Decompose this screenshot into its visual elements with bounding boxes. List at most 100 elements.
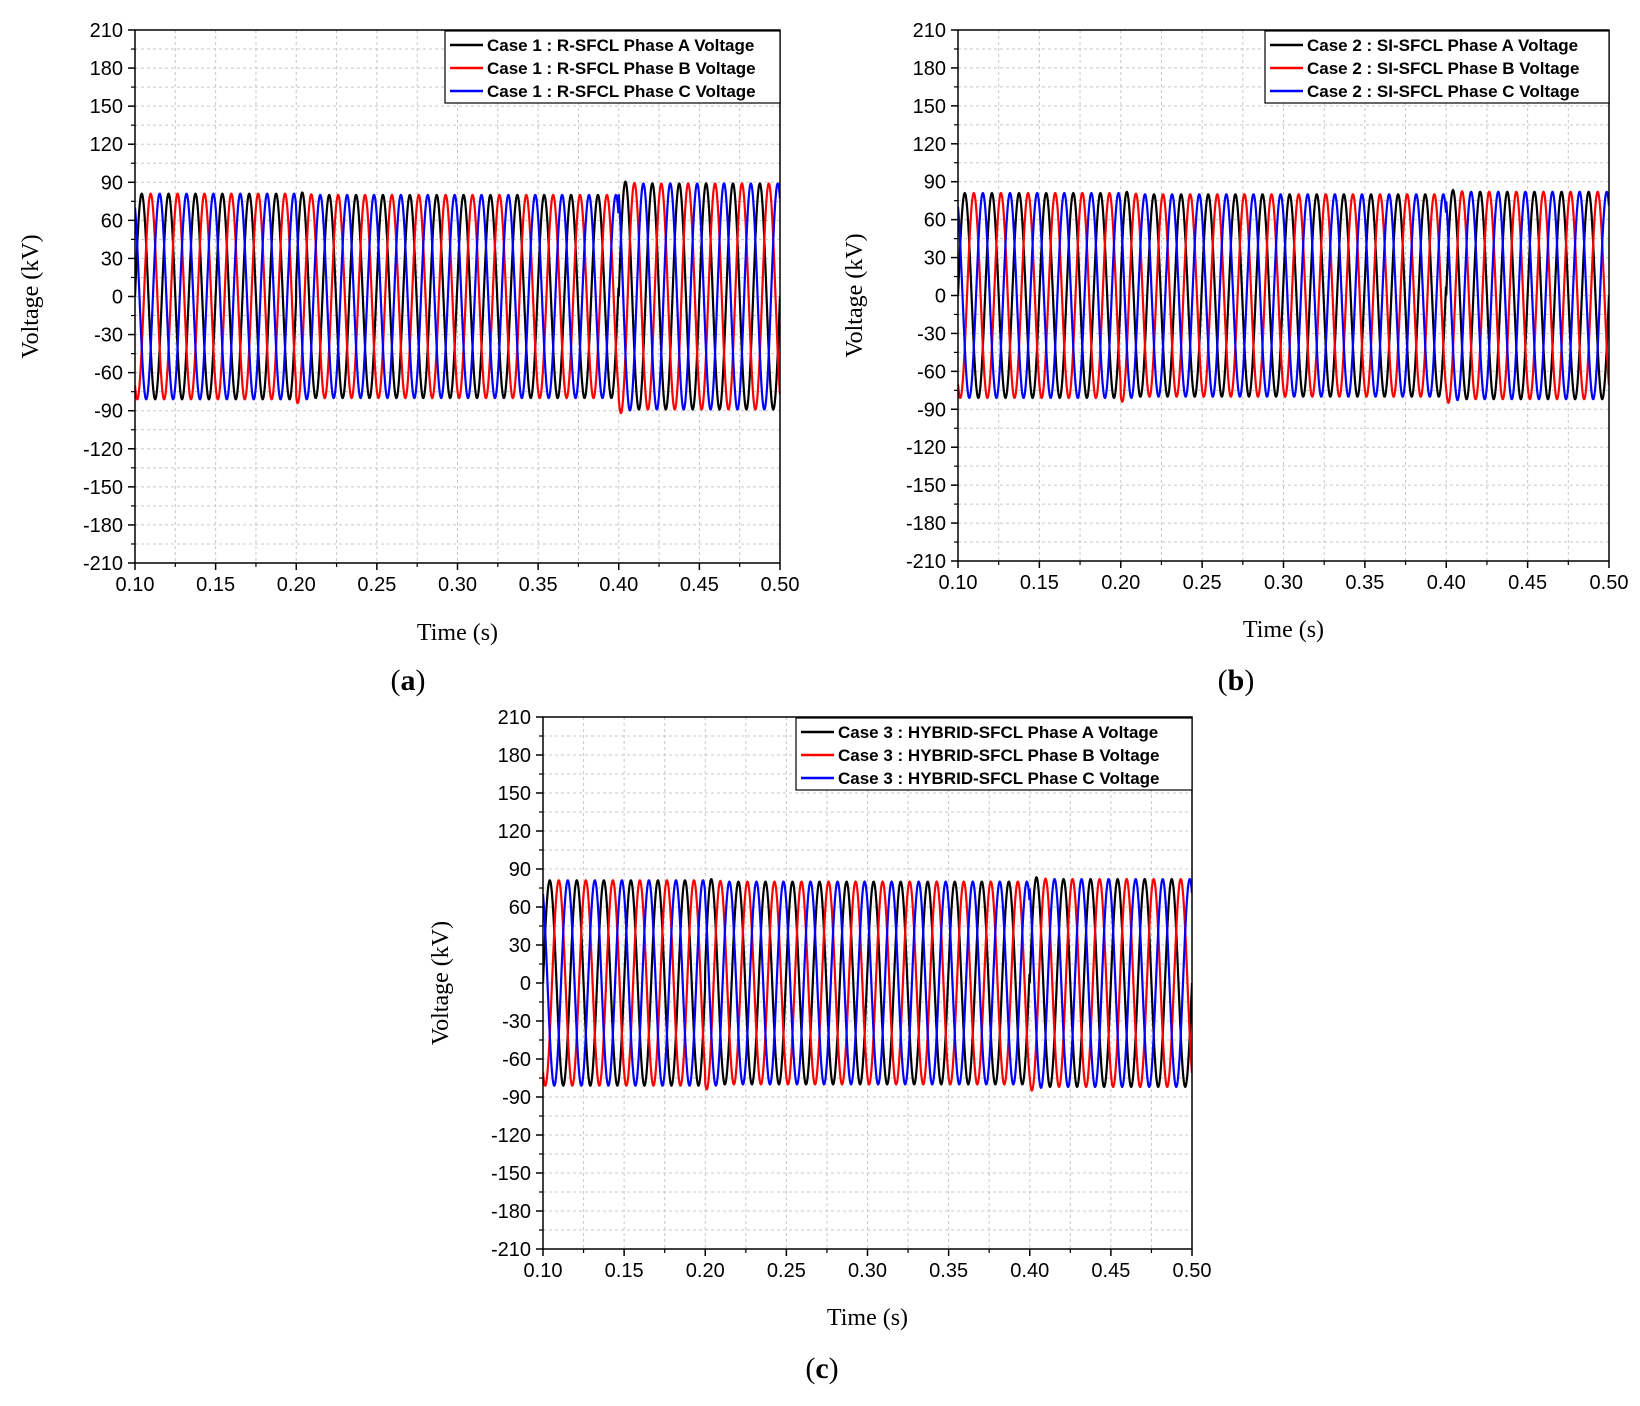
y-tick-label: -180 xyxy=(906,513,946,535)
legend-label-3: Case 3 : HYBRID-SFCL Phase C Voltage xyxy=(838,769,1160,788)
series-line-1 xyxy=(543,876,1192,1089)
panel-label-open: ( xyxy=(1218,664,1228,697)
x-tick-label: 0.20 xyxy=(277,574,316,596)
legend-box xyxy=(795,717,1193,791)
y-axis-title: Voltage (kV) xyxy=(842,233,868,357)
x-tick-label: 0.40 xyxy=(599,574,638,596)
legend-label-1: Case 3 : HYBRID-SFCL Phase A Voltage xyxy=(838,723,1158,742)
y-tick-label: -150 xyxy=(83,477,123,499)
x-tick-label: 0.50 xyxy=(1590,572,1629,594)
y-tick-label: -180 xyxy=(491,1201,531,1223)
panel-label-open: ( xyxy=(805,1352,815,1385)
y-tick-label: 60 xyxy=(101,210,123,232)
y-tick-label: 30 xyxy=(101,248,123,270)
x-tick-label: 0.50 xyxy=(761,574,800,596)
y-tick-label: -90 xyxy=(502,1087,531,1109)
y-tick-label: 210 xyxy=(90,20,123,42)
legend-box xyxy=(444,30,781,104)
panel-label: (a) xyxy=(391,664,426,697)
x-tick-label: 0.30 xyxy=(438,574,477,596)
x-tick-label: 0.15 xyxy=(196,574,235,596)
x-tick-label: 0.35 xyxy=(929,1260,968,1282)
y-tick-label: 90 xyxy=(924,172,946,194)
series-line-3 xyxy=(958,190,1609,402)
series-line-2 xyxy=(543,877,1192,1092)
x-tick-label: 0.45 xyxy=(1508,572,1547,594)
series-line-3 xyxy=(543,877,1192,1089)
y-tick-label: -180 xyxy=(83,515,123,537)
panel-label-letter: b xyxy=(1228,664,1245,697)
y-tick-label: -120 xyxy=(491,1125,531,1147)
y-tick-label: 90 xyxy=(101,172,123,194)
y-tick-label: -30 xyxy=(502,1011,531,1033)
x-tick-label: 0.20 xyxy=(1101,572,1140,594)
panel-label-letter: c xyxy=(815,1352,828,1385)
y-tick-label: 180 xyxy=(90,58,123,80)
x-axis-title: Time (s) xyxy=(827,1305,908,1331)
x-tick-label: 0.25 xyxy=(357,574,396,596)
y-tick-label: -60 xyxy=(94,363,123,385)
y-tick-label: 90 xyxy=(509,859,531,881)
y-tick-label: 150 xyxy=(913,96,946,118)
chart-panel-a: 0.10 0.15 0.20 0.25 0.30 0.35 0.40 0.45 0.50 210 1… xyxy=(18,20,799,697)
y-tick-label: 180 xyxy=(498,745,531,767)
x-tick-label: 0.30 xyxy=(848,1260,887,1282)
y-tick-label: -120 xyxy=(906,437,946,459)
y-tick-label: -210 xyxy=(906,551,946,573)
series-line-3 xyxy=(135,182,780,412)
x-tick-label: 0.50 xyxy=(1173,1260,1212,1282)
y-tick-label: 210 xyxy=(913,20,946,42)
chart-panel-b: 0.10 0.15 0.20 0.25 0.30 0.35 0.40 0.45 0.50 210 1… xyxy=(842,20,1628,697)
legend-label-2: Case 3 : HYBRID-SFCL Phase B Voltage xyxy=(838,746,1160,765)
y-tick-label: 150 xyxy=(90,96,123,118)
y-tick-label: -150 xyxy=(491,1163,531,1185)
y-tick-label: 60 xyxy=(924,210,946,232)
legend-box xyxy=(1264,30,1610,104)
series-line-2 xyxy=(958,190,1609,405)
series-line-1 xyxy=(135,180,780,411)
x-tick-label: 0.10 xyxy=(939,572,978,594)
y-tick-label: -210 xyxy=(83,553,123,575)
y-tick-label: 0 xyxy=(112,287,123,309)
y-tick-label: 30 xyxy=(924,248,946,270)
y-tick-label: -60 xyxy=(502,1049,531,1071)
y-axis-title: Voltage (kV) xyxy=(428,921,454,1045)
x-tick-label: 0.45 xyxy=(680,574,719,596)
y-tick-label: 60 xyxy=(509,897,531,919)
x-tick-label: 0.35 xyxy=(1345,572,1384,594)
panel-label-close: ) xyxy=(829,1352,839,1385)
x-tick-label: 0.25 xyxy=(767,1260,806,1282)
series-group xyxy=(543,876,1192,1092)
legend: Case 3 : HYBRID-SFCL Phase A Voltage Case… xyxy=(795,717,1193,791)
y-tick-label: -30 xyxy=(94,325,123,347)
series-group xyxy=(958,188,1609,405)
legend-label-1: Case 2 : SI-SFCL Phase A Voltage xyxy=(1307,36,1578,55)
legend-label-3: Case 1 : R-SFCL Phase C Voltage xyxy=(487,82,756,101)
x-tick-label: 0.40 xyxy=(1427,572,1466,594)
y-tick-label: -150 xyxy=(906,475,946,497)
x-tick-label: 0.15 xyxy=(1020,572,1059,594)
x-tick-label: 0.15 xyxy=(605,1260,644,1282)
legend: Case 1 : R-SFCL Phase A Voltage Case 1 : … xyxy=(444,30,781,104)
panel-label-open: ( xyxy=(391,664,401,697)
series-group xyxy=(135,180,780,415)
y-tick-label: -90 xyxy=(917,399,946,421)
x-tick-label: 0.25 xyxy=(1183,572,1222,594)
y-tick-label: 180 xyxy=(913,58,946,80)
y-tick-label: 30 xyxy=(509,935,531,957)
y-tick-label: -60 xyxy=(917,361,946,383)
legend-label-1: Case 1 : R-SFCL Phase A Voltage xyxy=(487,36,754,55)
series-line-2 xyxy=(135,181,780,415)
y-tick-label: 120 xyxy=(913,134,946,156)
legend: Case 2 : SI-SFCL Phase A Voltage Case 2 :… xyxy=(1264,30,1610,104)
x-tick-label: 0.30 xyxy=(1264,572,1303,594)
y-tick-label: 0 xyxy=(935,286,946,308)
x-tick-label: 0.40 xyxy=(1010,1260,1049,1282)
legend-label-2: Case 1 : R-SFCL Phase B Voltage xyxy=(487,59,756,78)
y-tick-label: 120 xyxy=(498,821,531,843)
y-tick-label: -210 xyxy=(491,1239,531,1261)
y-tick-label: 0 xyxy=(520,973,531,995)
y-tick-label: 150 xyxy=(498,783,531,805)
panel-label: (b) xyxy=(1218,664,1255,697)
